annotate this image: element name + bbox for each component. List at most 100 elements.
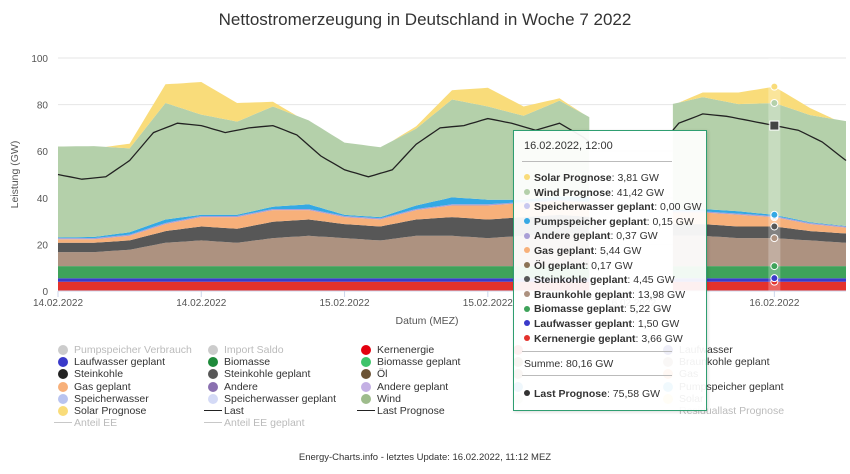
line-last	[672, 113, 847, 162]
tooltip-series-name: Steinkohle geplant	[534, 274, 628, 287]
tooltip-row: Pumpspeicher geplant: 0,15 GW	[524, 215, 694, 229]
legend-label: Öl	[377, 368, 388, 381]
legend-label: Last	[224, 405, 244, 417]
y-tick-label: 60	[37, 147, 49, 158]
legend-label: Pumpspeicher Verbrauch	[74, 344, 192, 356]
tooltip-row: Speicherwasser geplant: 0,00 GW	[524, 200, 701, 214]
tooltip-row: Kernenergie geplant: 3,66 GW	[524, 332, 683, 346]
hover-marker	[770, 210, 779, 219]
legend-dot-symbol	[58, 357, 68, 368]
tooltip-series-value: : 3,81 GW	[611, 172, 659, 184]
tooltip-series-value: : 75,58 GW	[606, 388, 661, 400]
area-solar-prognose	[58, 82, 590, 149]
legend-label: Steinkohle geplant	[224, 368, 311, 381]
legend-dot-symbol	[58, 393, 68, 404]
tooltip-series-name: Laufwasser geplant	[534, 318, 633, 330]
tooltip-dot	[524, 232, 530, 239]
x-axis-title: Datum (MEZ)	[396, 315, 459, 327]
tooltip-row: Steinkohle geplant: 4,45 GW	[524, 273, 675, 287]
tooltip-dot	[524, 390, 530, 397]
legend-label: Anteil EE geplant	[224, 417, 305, 430]
x-tick-label: 14.02.2022	[33, 298, 83, 309]
y-tick-label: 40	[37, 194, 49, 205]
hover-band	[768, 58, 781, 291]
hover-marker	[770, 234, 779, 243]
tooltip-dot	[524, 334, 530, 341]
tooltip-series-value: : 0,15 GW	[646, 215, 694, 228]
legend-label: Kernenergie	[377, 344, 435, 356]
area-laufwasser-geplant	[58, 278, 590, 282]
legend-line-symbol	[357, 410, 375, 411]
tooltip-series-value: : 5,22 GW	[623, 303, 672, 316]
stacked-areas	[58, 82, 846, 291]
legend-dot-symbol	[208, 393, 218, 404]
tooltip-series-value: : 0,37 GW	[610, 230, 658, 243]
area-steinkohle-geplant	[672, 224, 846, 243]
tooltip-series-value: : 5,44 GW	[594, 245, 642, 257]
tooltip-divider	[522, 375, 672, 376]
x-tick-label: 16.02.2022	[749, 298, 799, 309]
area-steinkohle-geplant	[58, 214, 590, 253]
tooltip-row: Gas geplant: 5,44 GW	[524, 244, 641, 258]
tooltip-series-value: : 13,98 GW	[632, 288, 686, 301]
y-tick-label: 100	[31, 54, 48, 65]
tooltip-row: Öl geplant: 0,17 GW	[524, 259, 633, 273]
hover-marker	[770, 274, 779, 283]
tooltip-series-name: Gas geplant	[534, 245, 595, 257]
area-braunkohle-geplant	[672, 235, 846, 267]
tooltip-dot	[524, 320, 530, 327]
tooltip-row: Biomasse geplant: 5,22 GW	[524, 302, 671, 316]
chart-title: Nettostromerzeugung in Deutschland in Wo…	[218, 10, 632, 29]
legend-label: Import Saldo	[224, 344, 284, 356]
x-tick-label: 15.02.2022	[463, 298, 513, 309]
tooltip-series-value: : 41,42 GW	[610, 186, 665, 199]
area-biomasse-geplant	[672, 266, 846, 279]
legend-label: Wind	[377, 392, 401, 405]
hover-marker	[770, 222, 779, 231]
tooltip-series-name: Kernenergie geplant	[534, 332, 636, 345]
y-tick-label: 80	[37, 101, 49, 112]
tooltip-row: Andere geplant: 0,37 GW	[524, 229, 658, 243]
line-series	[57, 113, 847, 180]
tooltip: 16.02.2022, 12:00 Solar Prognose: 3,81 G…	[513, 130, 707, 411]
hover-marker	[770, 98, 779, 107]
tooltip-divider	[522, 351, 672, 352]
tooltip-series-name: Braunkohle geplant	[534, 288, 633, 301]
legend-label: Solar Prognose	[74, 405, 147, 417]
legend-dot-symbol	[208, 357, 218, 368]
legend-label: Anteil EE	[74, 417, 118, 430]
legend-label: Andere	[224, 380, 258, 393]
legend-label: Laufwasser geplant	[74, 356, 166, 369]
tooltip-dot	[524, 247, 530, 254]
tooltip-dot	[524, 261, 530, 268]
footer-credit: Energy-Charts.info - letztes Update: 16.…	[298, 452, 552, 463]
tooltip-row: Laufwasser geplant: 1,50 GW	[524, 317, 679, 331]
tooltip-row: Solar Prognose: 3,81 GW	[524, 171, 659, 185]
legend-dot-symbol	[58, 406, 68, 416]
tooltip-series-value: : 1,50 GW	[632, 318, 680, 330]
tooltip-dot	[524, 305, 530, 312]
tooltip-series-name: Pumpspeicher geplant	[534, 215, 647, 228]
tooltip-dot	[524, 276, 530, 283]
tooltip-dot	[524, 174, 530, 181]
area-laufwasser-geplant	[672, 278, 846, 282]
x-tick-label: 15.02.2022	[320, 298, 370, 309]
legend-dot-symbol	[361, 393, 371, 404]
area-gas-geplant	[672, 212, 846, 234]
legend-line-symbol	[204, 422, 222, 424]
area-solar-prognose	[672, 86, 846, 122]
tooltip-summe: Summe: 80,16 GW	[524, 358, 614, 370]
legend-label: Biomasse	[224, 356, 271, 369]
area-wind	[672, 97, 846, 226]
y-tick-label: 0	[42, 287, 48, 298]
tooltip-row: Wind Prognose: 41,42 GW	[524, 186, 664, 200]
legend-dot-symbol	[58, 345, 68, 355]
legend-dot-symbol	[361, 345, 371, 355]
tooltip-series-value: : 0,00 GW	[654, 201, 702, 214]
tooltip-series-name: Last Prognose	[534, 388, 607, 400]
line-last	[57, 117, 590, 180]
area-kernenergie-geplant	[672, 281, 846, 291]
area-braunkohle-geplant	[58, 233, 590, 267]
area-kernenergie-geplant	[58, 281, 590, 291]
y-tick-label: 20	[37, 240, 49, 251]
